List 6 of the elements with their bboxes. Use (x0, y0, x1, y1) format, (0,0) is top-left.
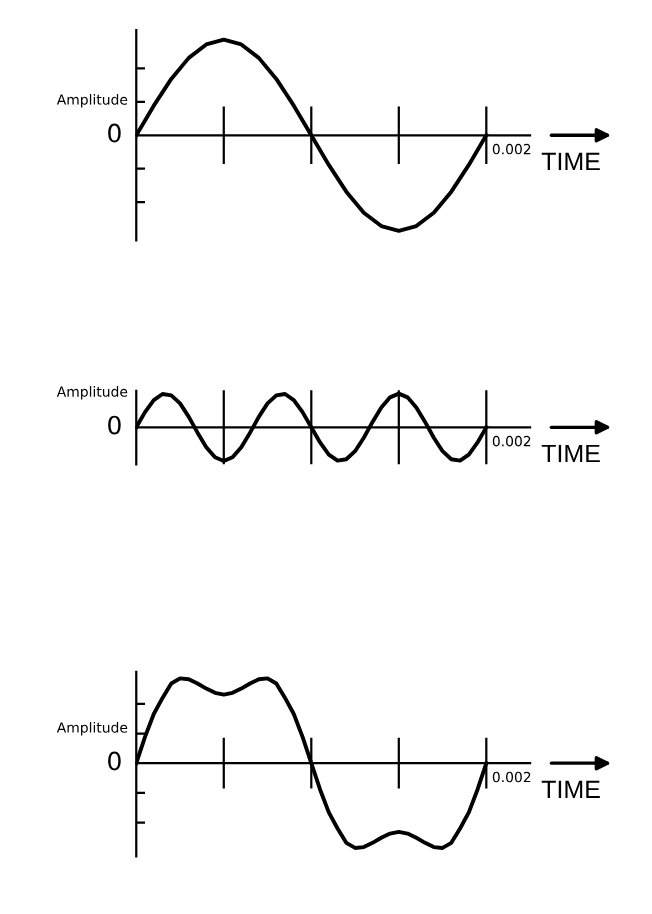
text: 0 (108, 751, 121, 771)
x-axis-title: TIME (541, 780, 600, 798)
x-axis-title: TIME (541, 444, 600, 463)
text: 0 (108, 415, 121, 435)
x-axis-title: TIME (541, 152, 600, 171)
text: 0 (108, 123, 121, 143)
